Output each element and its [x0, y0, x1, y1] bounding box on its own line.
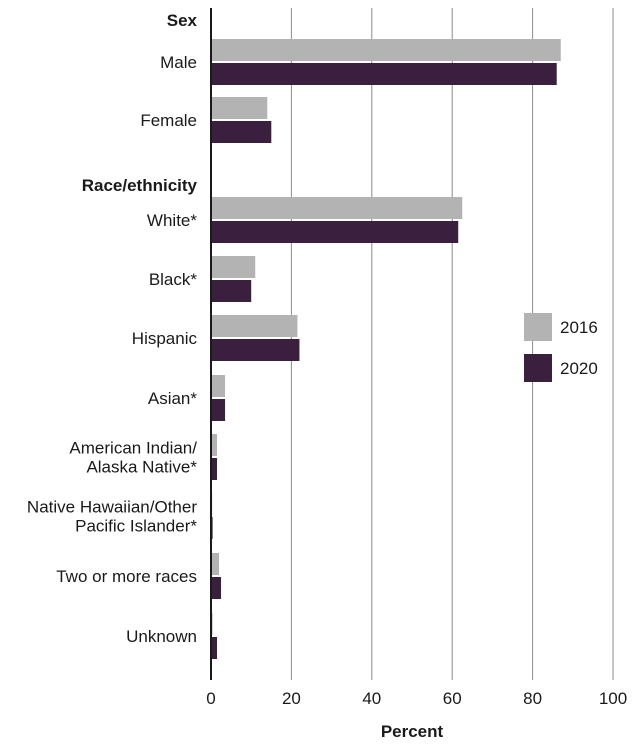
legend-label-2016: 2016 [560, 318, 598, 337]
x-tick-60: 60 [443, 689, 462, 708]
x-tick-0: 0 [206, 689, 215, 708]
bars [211, 39, 561, 659]
bar-2016-1 [211, 97, 268, 119]
bar-2020-4 [211, 339, 300, 361]
category-label-5-0: Asian* [148, 389, 198, 408]
category-label-1-0: Female [140, 111, 197, 130]
category-label-3-0: Black* [149, 270, 198, 289]
bar-2020-5 [211, 399, 226, 421]
x-tick-100: 100 [599, 689, 627, 708]
category-label-7-0: Native Hawaiian/Other [27, 498, 197, 517]
bar-2016-8 [211, 553, 220, 575]
bar-2016-2 [211, 197, 463, 219]
legend-label-2020: 2020 [560, 359, 598, 378]
bar-2016-5 [211, 375, 226, 397]
legend-swatch-2020 [524, 354, 552, 382]
category-label-6-0: American Indian/ [69, 439, 197, 458]
bar-2020-0 [211, 63, 557, 85]
bar-2016-6 [211, 434, 218, 456]
bar-2016-4 [211, 315, 298, 337]
x-axis-title: Percent [381, 722, 444, 741]
legend: 2016 2020 [524, 313, 598, 382]
bar-2020-8 [211, 577, 222, 599]
category-label-7-1: Pacific Islander* [75, 517, 197, 536]
gridlines [290, 8, 614, 680]
bar-2020-6 [211, 458, 218, 480]
category-label-0-0: Male [160, 53, 197, 72]
x-tick-20: 20 [282, 689, 301, 708]
category-label-4-0: Hispanic [132, 329, 198, 348]
category-label-6-1: Alaska Native* [86, 458, 197, 477]
group-header-1: Race/ethnicity [82, 176, 198, 195]
bar-2020-9 [211, 637, 218, 659]
x-tick-labels: 0 20 40 60 80 100 [206, 689, 627, 708]
legend-swatch-2016 [524, 313, 552, 341]
group-header-0: Sex [167, 11, 198, 30]
bar-2020-2 [211, 221, 459, 243]
x-tick-80: 80 [523, 689, 542, 708]
x-tick-40: 40 [362, 689, 381, 708]
bar-2020-1 [211, 121, 272, 143]
category-labels: Sex Race/ethnicity Male Female White* Black* H… [27, 11, 198, 646]
category-label-9-0: Unknown [126, 627, 197, 646]
category-label-8-0: Two or more races [56, 567, 197, 586]
bar-2016-0 [211, 39, 561, 61]
bar-2016-3 [211, 256, 256, 278]
category-label-2-0: White* [147, 211, 197, 230]
bar-2020-3 [211, 280, 252, 302]
